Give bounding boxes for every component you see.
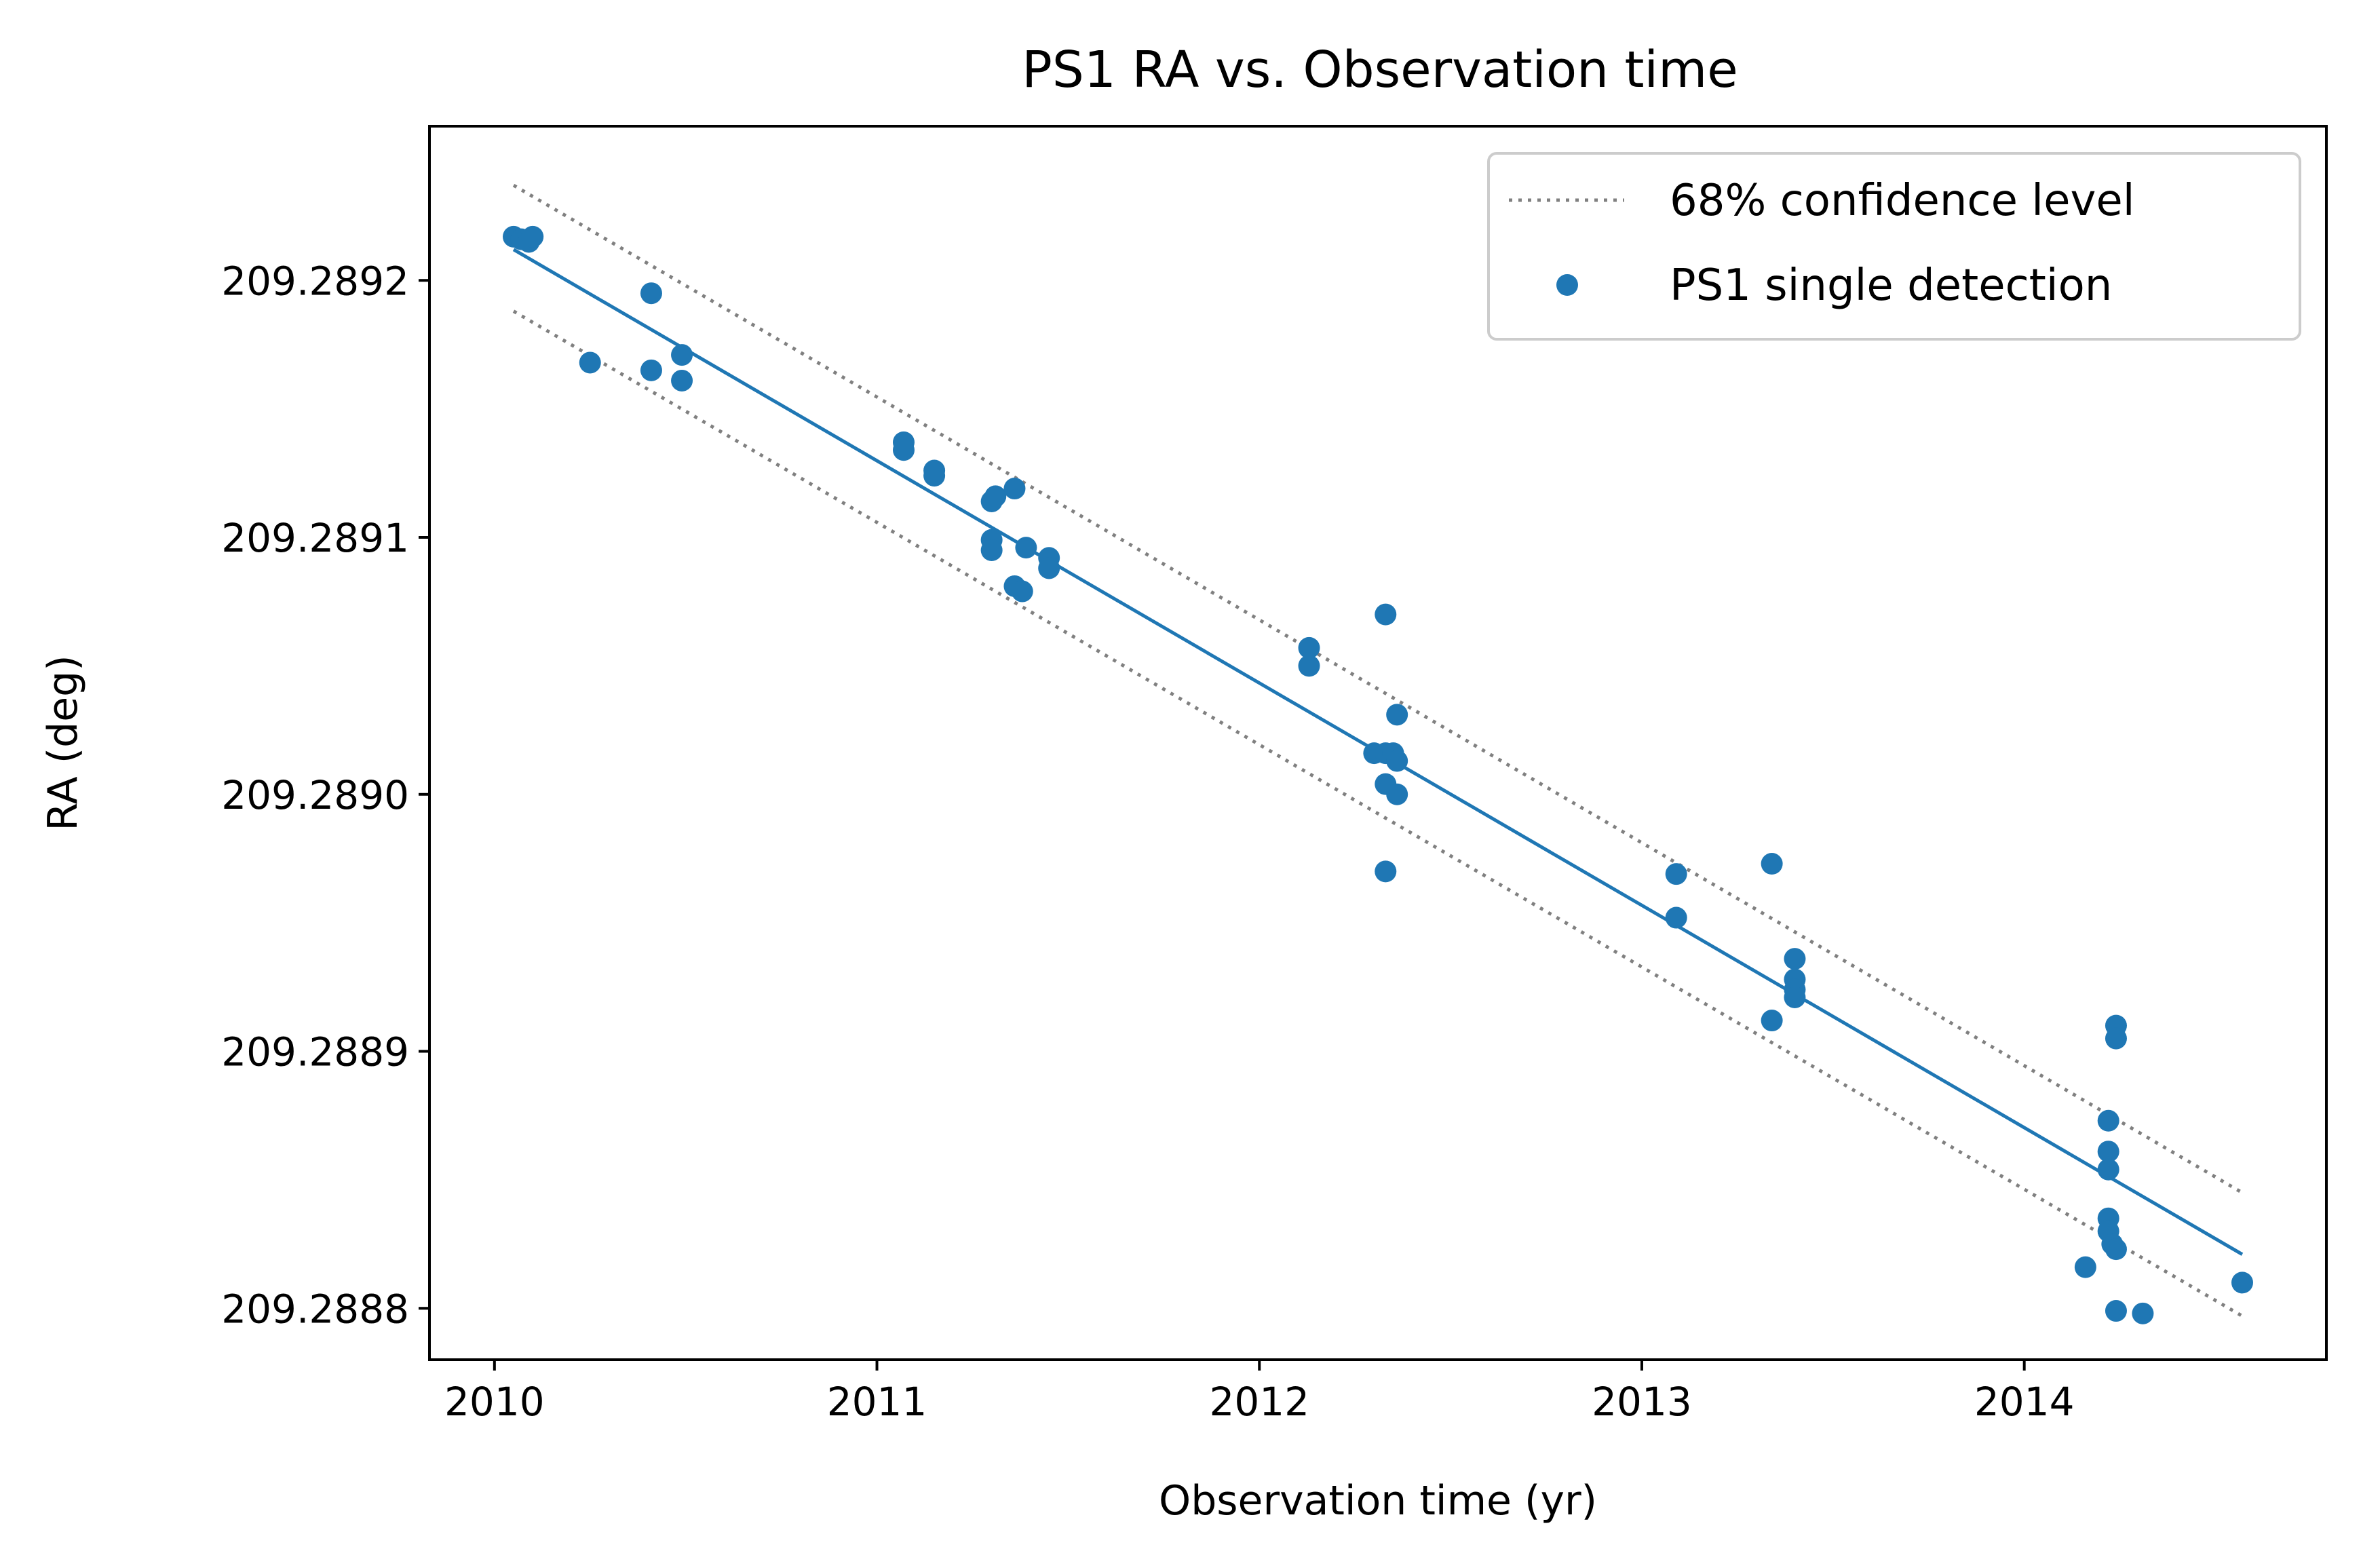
y-tick-label: 209.2892 — [221, 258, 409, 304]
x-tick-label: 2014 — [1974, 1379, 2075, 1425]
data-point — [2097, 1141, 2119, 1163]
data-point — [1386, 750, 1408, 772]
confidence-lower-line — [512, 309, 2244, 1318]
confidence-upper-line — [512, 183, 2244, 1194]
data-point — [1784, 948, 1806, 970]
data-point — [923, 465, 946, 487]
legend: 68% confidence level PS1 single detectio… — [1487, 152, 2301, 341]
data-point — [1003, 478, 1026, 500]
data-point — [980, 539, 1003, 561]
data-point — [2105, 1027, 2127, 1050]
data-point — [1375, 603, 1397, 626]
legend-label-detection: PS1 single detection — [1670, 261, 2112, 311]
data-point — [893, 439, 915, 461]
axis-ticks: 2010 2011 2012 2013 2014 209.2888 209.2889 209.… — [221, 258, 2074, 1425]
y-tick-label: 209.2891 — [221, 515, 409, 561]
data-point — [671, 344, 693, 366]
data-point — [984, 485, 1007, 508]
data-point — [1015, 537, 1037, 559]
data-point — [1386, 783, 1408, 805]
data-point — [640, 282, 662, 305]
data-point — [1386, 704, 1408, 726]
data-point — [671, 369, 693, 391]
data-point — [1761, 1010, 1783, 1032]
data-point — [2097, 1109, 2119, 1132]
x-axis-label: Observation time (yr) — [1159, 1477, 1597, 1525]
data-point — [579, 351, 601, 374]
data-point — [2231, 1271, 2253, 1294]
y-tick-label: 209.2889 — [221, 1029, 409, 1075]
data-point — [2105, 1238, 2127, 1261]
y-axis-label: RA (deg) — [39, 655, 87, 830]
x-tick-label: 2011 — [827, 1379, 927, 1425]
legend-detection-swatch — [1556, 274, 1578, 296]
data-point — [640, 359, 662, 381]
x-tick-label: 2013 — [1592, 1379, 1692, 1425]
data-point — [1665, 906, 1687, 929]
data-point — [1298, 636, 1320, 659]
x-tick-label: 2012 — [1209, 1379, 1309, 1425]
data-point — [2132, 1302, 2154, 1324]
x-tick-label: 2010 — [444, 1379, 545, 1425]
data-point — [2105, 1300, 2127, 1322]
y-tick-label: 209.2888 — [221, 1286, 409, 1332]
legend-label-confidence: 68% confidence level — [1670, 176, 2134, 226]
plot-content — [503, 183, 2253, 1324]
chart-title: PS1 RA vs. Observation time — [1022, 41, 1738, 99]
data-point — [1298, 655, 1320, 677]
data-point — [1011, 580, 1033, 603]
data-point — [1665, 863, 1687, 885]
data-point — [1375, 860, 1397, 883]
data-point — [1038, 557, 1060, 579]
y-tick-label: 209.2890 — [221, 772, 409, 818]
data-point — [522, 225, 544, 248]
data-point — [1761, 853, 1783, 875]
data-point — [2097, 1158, 2119, 1181]
data-point — [1784, 986, 1806, 1008]
legend-box — [1487, 152, 2301, 341]
data-point — [2074, 1256, 2096, 1278]
axes-frame — [428, 125, 2328, 1361]
